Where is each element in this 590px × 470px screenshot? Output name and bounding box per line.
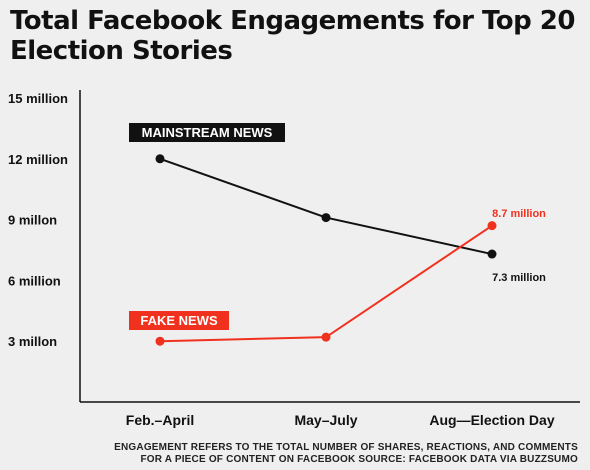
mainstream-end-data-label: 7.3 million bbox=[492, 272, 546, 284]
series-layer bbox=[155, 154, 497, 346]
data-point bbox=[321, 332, 331, 342]
footnote-line-2: FOR A PIECE OF CONTENT ON FACEBOOK SOURC… bbox=[140, 454, 578, 465]
y-tick-label: 12 million bbox=[8, 152, 68, 167]
y-tick-label: 3 millon bbox=[8, 334, 57, 349]
series-labels: MAINSTREAM NEWS FAKE NEWS 8.7 million 7.3 m… bbox=[129, 123, 546, 330]
y-tick-label: 15 million bbox=[8, 91, 68, 106]
data-point bbox=[321, 213, 331, 223]
x-tick-label: Feb.–April bbox=[126, 412, 194, 428]
footnote-line-1: ENGAGEMENT REFERS TO THE TOTAL NUMBER OF… bbox=[114, 442, 578, 453]
chart-title: Total Facebook Engagements for Top 20 El… bbox=[10, 6, 576, 66]
x-tick-label: Aug—Election Day bbox=[429, 412, 554, 428]
fake-end-data-label: 8.7 million bbox=[492, 208, 546, 220]
fake-label: FAKE NEWS bbox=[140, 313, 218, 328]
y-tick-label: 9 millon bbox=[8, 213, 57, 228]
series-line-mainstream bbox=[159, 157, 493, 256]
axes bbox=[79, 90, 580, 403]
y-axis-ticks: 3 millon 6 million 9 millon 12 million 15 mi… bbox=[8, 91, 68, 349]
footnote: ENGAGEMENT REFERS TO THE TOTAL NUMBER OF… bbox=[108, 442, 578, 466]
y-tick-label: 6 million bbox=[8, 273, 61, 288]
data-point bbox=[155, 154, 165, 164]
fake-label-box bbox=[129, 311, 229, 330]
x-tick-label: May–July bbox=[294, 412, 357, 428]
mainstream-label-box bbox=[129, 123, 285, 142]
data-point bbox=[155, 336, 165, 346]
x-axis-ticks: Feb.–April May–July Aug—Election Day bbox=[126, 412, 555, 428]
mainstream-label: MAINSTREAM NEWS bbox=[142, 125, 273, 140]
data-point bbox=[487, 249, 497, 259]
data-point bbox=[487, 221, 497, 231]
